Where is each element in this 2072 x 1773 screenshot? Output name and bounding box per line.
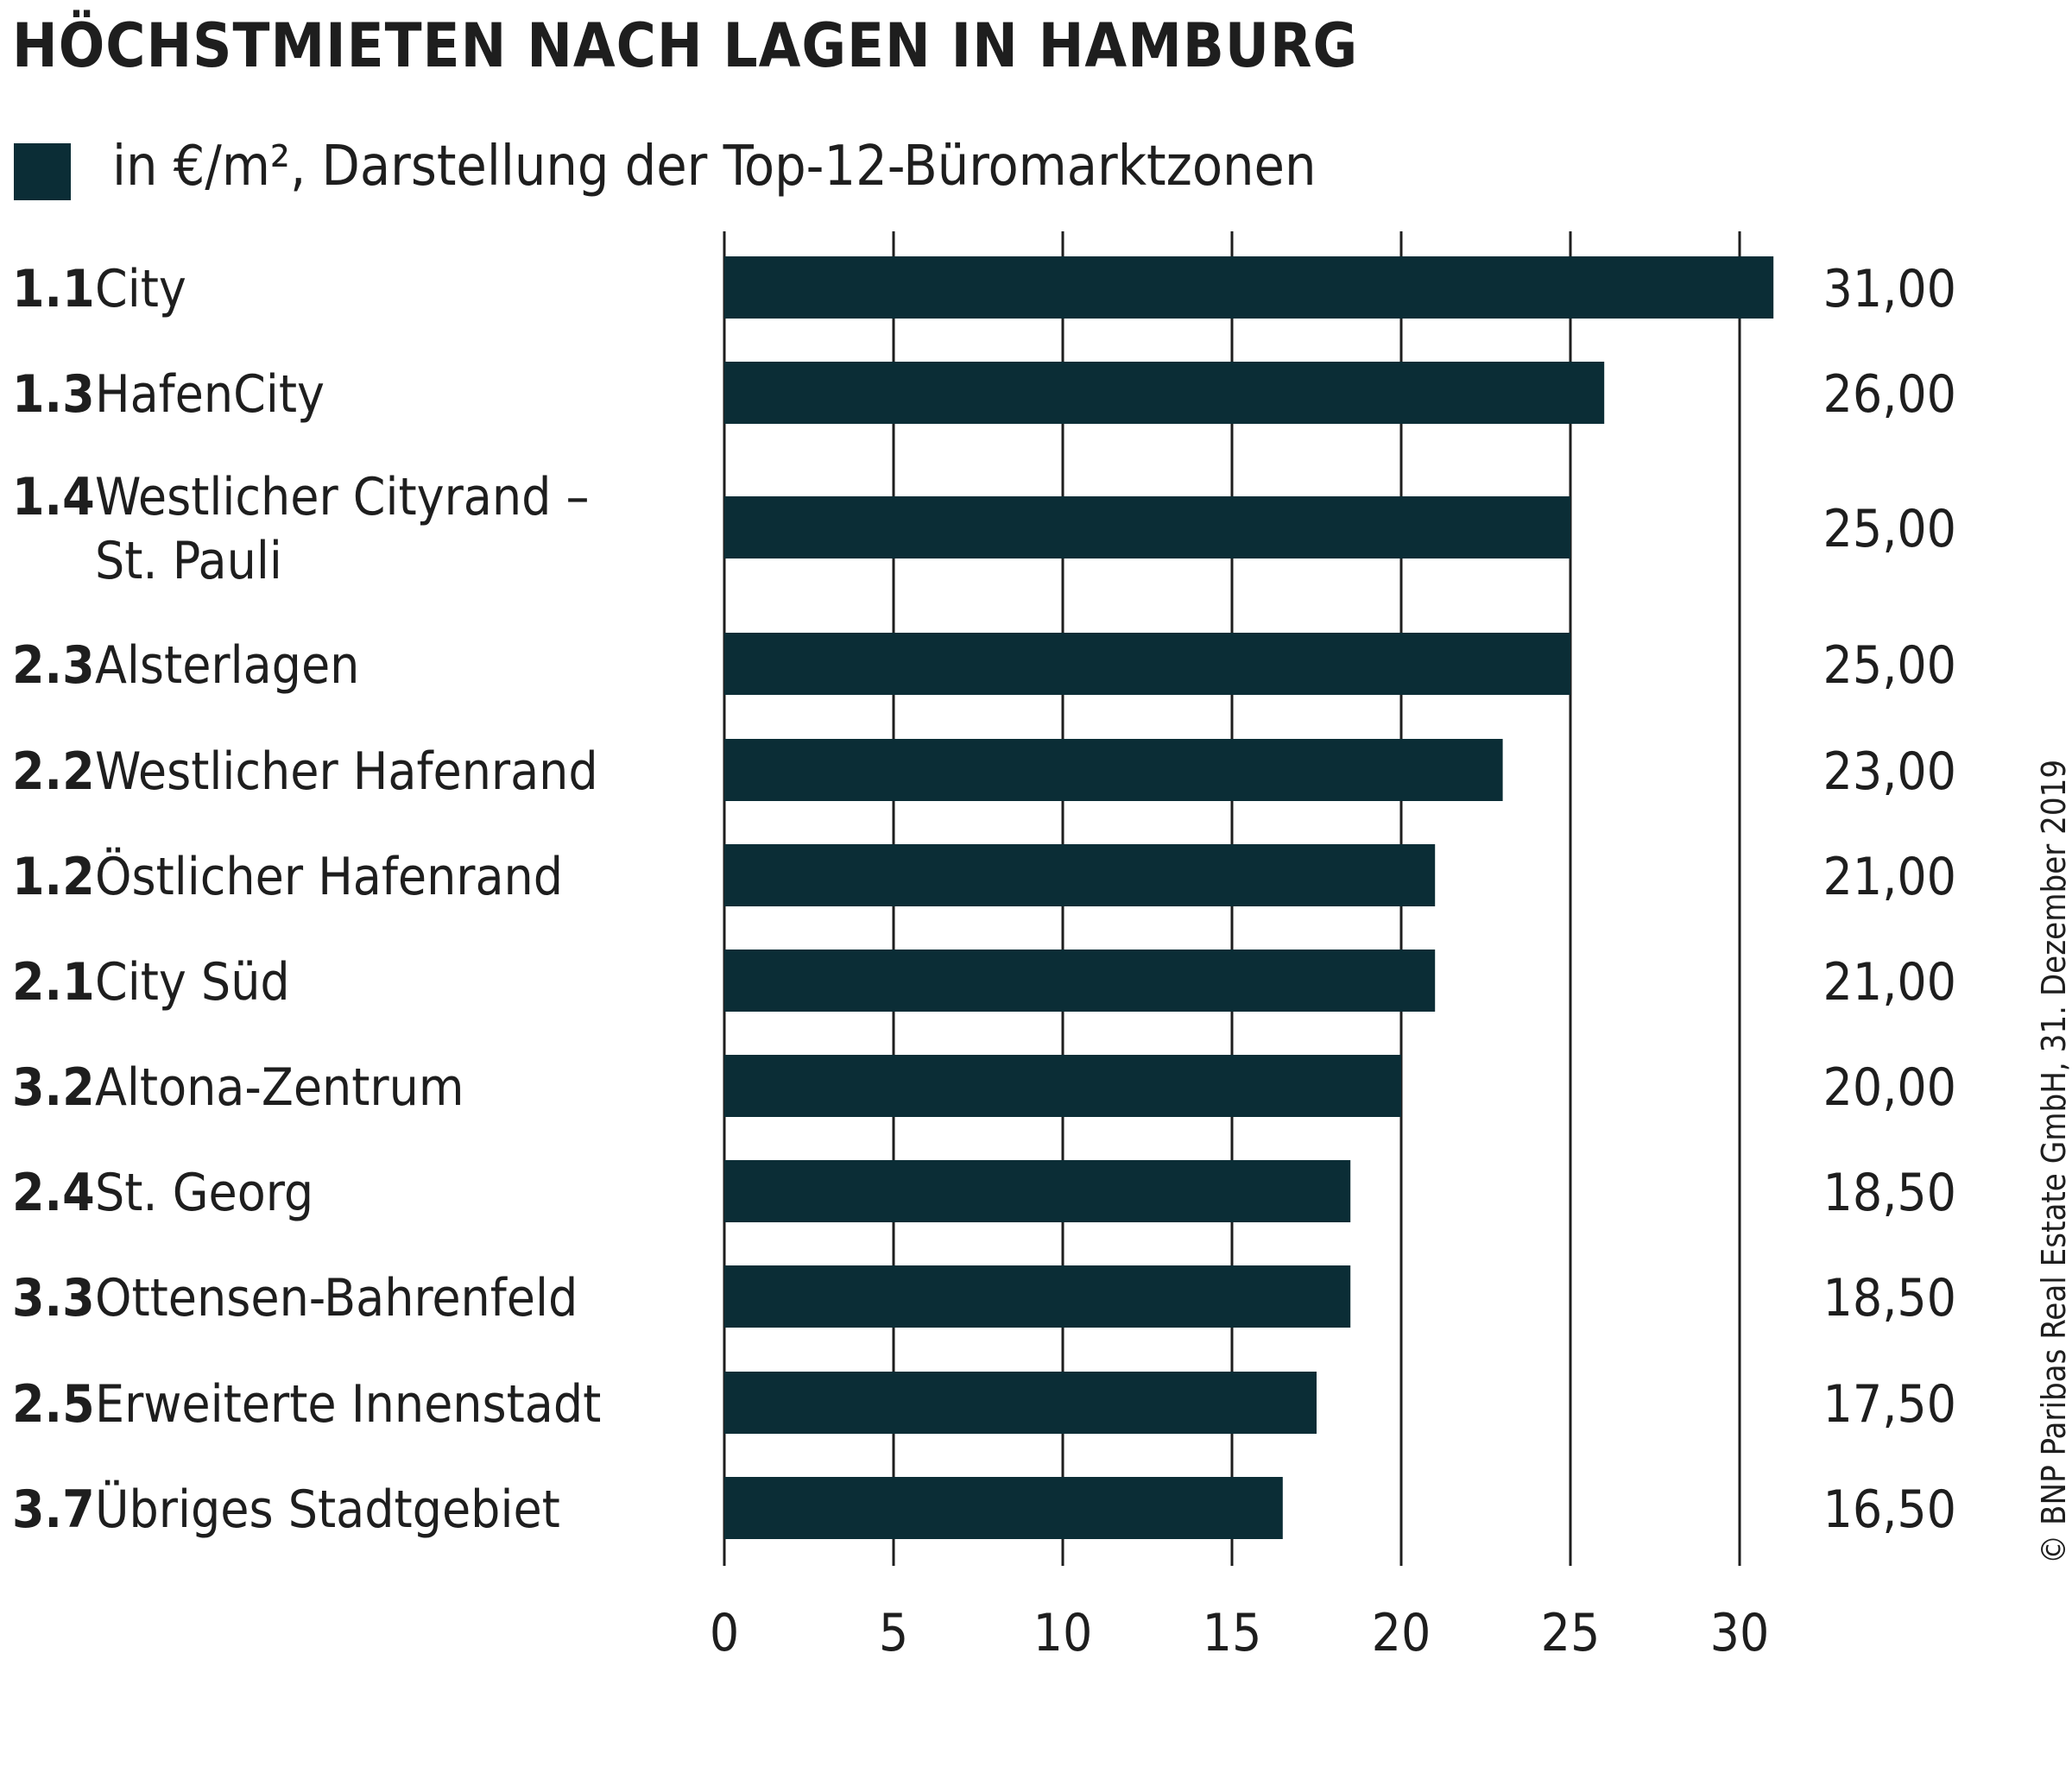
copyright-note: © BNP Paribas Real Estate GmbH, 31. Deze… [2035,760,2072,1564]
value-label: 20,00 [1823,1057,1956,1118]
category-label: Übriges Stadtgebiet [95,1479,560,1540]
x-tick-label: 0 [710,1603,739,1663]
category-code: 1.4 [12,467,95,527]
category-code: 1.3 [12,364,95,425]
bar [724,1160,1351,1222]
value-label: 26,00 [1823,364,1956,425]
bar [724,362,1605,424]
x-tick-label: 20 [1372,1603,1431,1663]
x-tick-label: 25 [1541,1603,1601,1663]
category-label: City Süd [95,952,290,1013]
x-tick-label: 5 [879,1603,908,1663]
category-label: Erweiterte Innenstadt [95,1374,601,1435]
category-code: 3.7 [12,1480,95,1540]
bar [724,739,1503,801]
bar [724,1372,1317,1434]
category-label: St. Georg [95,1163,313,1223]
x-tick-label: 10 [1033,1603,1093,1663]
legend-label: in €/m², Darstellung der Top-12-Büromark… [112,135,1317,199]
value-label: 18,50 [1823,1268,1956,1328]
value-label: 21,00 [1823,847,1956,907]
bar [724,1265,1351,1328]
category-code: 2.3 [12,635,95,696]
category-code: 3.2 [12,1057,95,1118]
bar [724,256,1774,319]
bar [724,633,1570,695]
x-tick-label: 15 [1203,1603,1262,1663]
value-label: 25,00 [1823,499,1956,559]
category-label: Ottensen-Bahrenfeld [95,1268,578,1328]
category-code: 2.4 [12,1163,95,1223]
category-label: Alsterlagen [95,635,359,696]
bar [724,844,1436,906]
value-label: 25,00 [1823,635,1956,696]
value-label: 21,00 [1823,952,1956,1013]
bar [724,496,1570,558]
legend-swatch [14,143,71,200]
category-label: HafenCity [95,364,325,425]
category-code: 2.2 [12,741,95,802]
bar [724,1477,1283,1539]
category-label: City [95,259,186,319]
x-tick-label: 30 [1710,1603,1770,1663]
value-label: 23,00 [1823,741,1956,802]
bar [724,1055,1401,1117]
category-label: Westlicher Cityrand – [95,467,589,527]
value-label: 16,50 [1823,1480,1956,1540]
category-label: Altona-Zentrum [95,1057,464,1118]
value-label: 18,50 [1823,1163,1956,1223]
bar [724,950,1436,1012]
category-label: Östlicher Hafenrand [95,846,563,907]
category-code: 3.3 [12,1268,95,1328]
value-label: 31,00 [1823,259,1956,319]
category-code: 2.5 [12,1374,95,1435]
chart-title: HÖCHSTMIETEN NACH LAGEN IN HAMBURG [12,10,1359,81]
category-label: Westlicher Hafenrand [95,741,598,802]
value-label: 17,50 [1823,1374,1956,1435]
category-code: 2.1 [12,952,95,1013]
category-code: 1.2 [12,847,95,907]
category-label: St. Pauli [95,531,282,591]
category-code: 1.1 [12,259,95,319]
